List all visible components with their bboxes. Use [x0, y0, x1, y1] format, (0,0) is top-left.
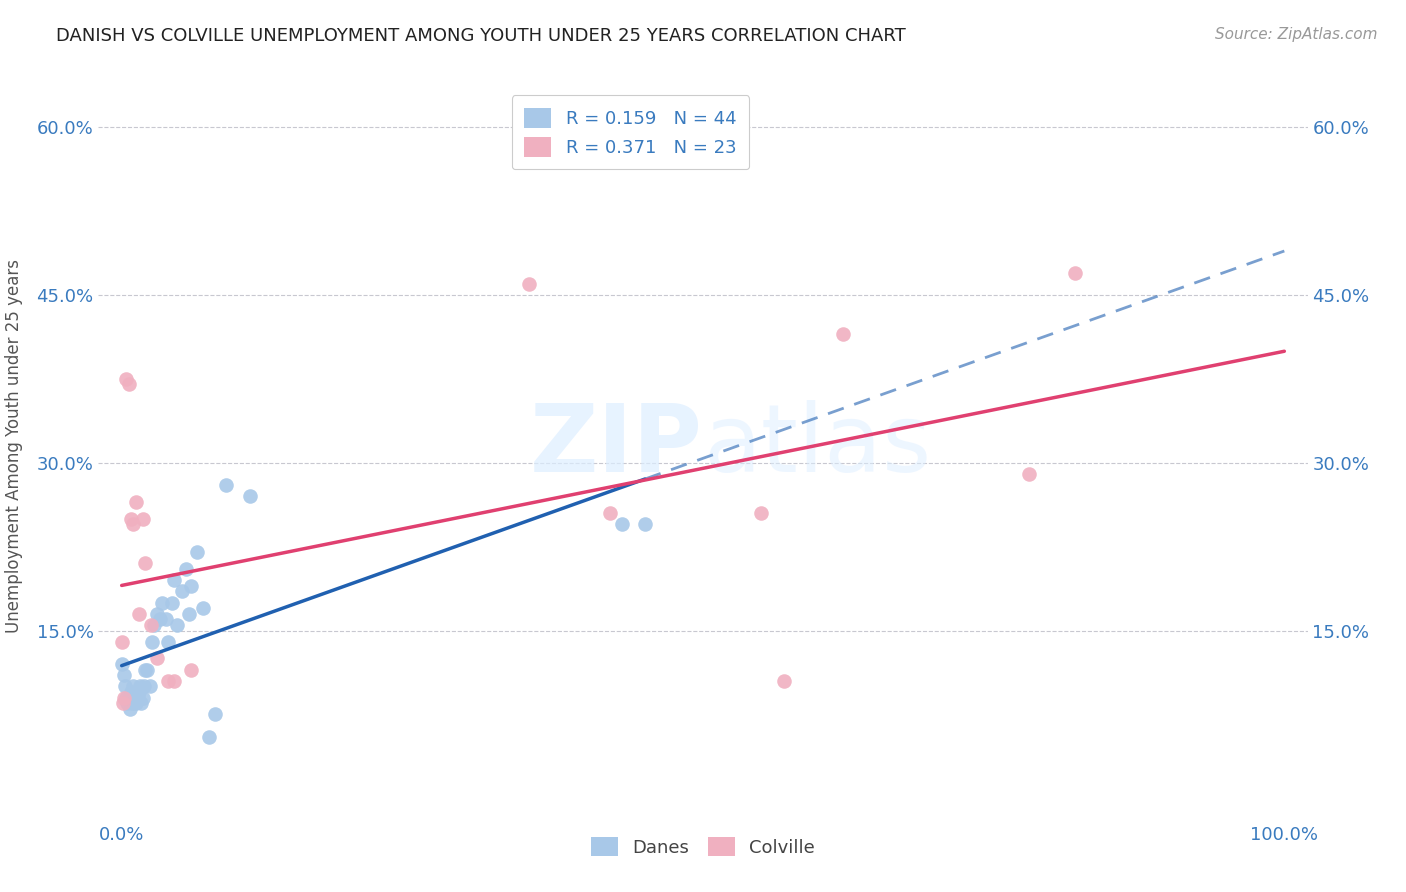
- Point: [122, 517, 145, 532]
- Point: [1018, 467, 1040, 481]
- Point: [239, 489, 262, 503]
- Point: [610, 517, 633, 532]
- Point: [124, 495, 146, 509]
- Text: Source: ZipAtlas.com: Source: ZipAtlas.com: [1215, 27, 1378, 42]
- Point: [145, 607, 167, 621]
- Point: [634, 517, 657, 532]
- Y-axis label: Unemployment Among Youth under 25 years: Unemployment Among Youth under 25 years: [4, 259, 22, 633]
- Point: [517, 277, 540, 291]
- Point: [155, 612, 177, 626]
- Point: [163, 673, 186, 688]
- Point: [180, 579, 202, 593]
- Point: [131, 511, 153, 525]
- Point: [120, 511, 142, 525]
- Point: [160, 596, 183, 610]
- Point: [125, 685, 148, 699]
- Point: [172, 584, 194, 599]
- Point: [191, 601, 214, 615]
- Point: [174, 562, 197, 576]
- Point: [131, 696, 153, 710]
- Point: [111, 634, 134, 648]
- Point: [157, 634, 180, 648]
- Point: [120, 685, 142, 699]
- Legend: Danes, Colville: Danes, Colville: [583, 830, 823, 864]
- Point: [112, 668, 135, 682]
- Point: [115, 372, 138, 386]
- Text: ZIP: ZIP: [530, 400, 703, 492]
- Point: [129, 680, 152, 694]
- Point: [136, 663, 159, 677]
- Point: [150, 596, 173, 610]
- Point: [118, 702, 141, 716]
- Point: [121, 696, 143, 710]
- Point: [141, 634, 163, 648]
- Point: [128, 685, 150, 699]
- Point: [117, 696, 139, 710]
- Point: [111, 657, 134, 671]
- Point: [163, 573, 186, 587]
- Point: [112, 690, 135, 705]
- Point: [186, 545, 208, 559]
- Point: [124, 696, 146, 710]
- Point: [1064, 266, 1087, 280]
- Point: [131, 690, 153, 705]
- Point: [115, 690, 138, 705]
- Point: [831, 327, 853, 342]
- Point: [128, 607, 150, 621]
- Point: [180, 663, 202, 677]
- Point: [114, 680, 136, 694]
- Point: [773, 673, 796, 688]
- Point: [134, 557, 156, 571]
- Point: [149, 612, 172, 626]
- Text: DANISH VS COLVILLE UNEMPLOYMENT AMONG YOUTH UNDER 25 YEARS CORRELATION CHART: DANISH VS COLVILLE UNEMPLOYMENT AMONG YO…: [56, 27, 905, 45]
- Point: [145, 651, 167, 665]
- Point: [749, 506, 772, 520]
- Point: [134, 663, 156, 677]
- Point: [132, 680, 155, 694]
- Point: [118, 690, 141, 705]
- Point: [599, 506, 621, 520]
- Point: [179, 607, 201, 621]
- Text: atlas: atlas: [703, 400, 931, 492]
- Point: [139, 618, 162, 632]
- Point: [127, 690, 149, 705]
- Point: [198, 730, 221, 744]
- Point: [166, 618, 188, 632]
- Point: [143, 618, 166, 632]
- Point: [157, 673, 180, 688]
- Point: [204, 707, 226, 722]
- Point: [111, 696, 134, 710]
- Point: [118, 377, 141, 392]
- Point: [124, 690, 146, 705]
- Point: [122, 680, 145, 694]
- Point: [138, 680, 160, 694]
- Point: [215, 478, 238, 492]
